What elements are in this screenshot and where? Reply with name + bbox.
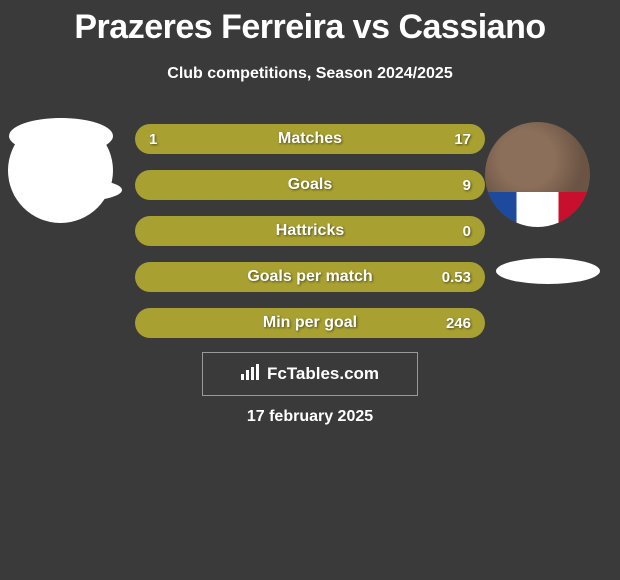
- stat-right-value: 9: [463, 177, 471, 194]
- stat-label: Matches: [278, 130, 342, 148]
- player-left-avatar: [8, 118, 113, 223]
- comparison-date: 17 february 2025: [0, 408, 620, 426]
- stat-row: Goals per match 0.53: [135, 262, 485, 292]
- player-left-flag: [18, 178, 122, 202]
- stat-right-value: 0.53: [442, 269, 471, 286]
- stat-left-value: 1: [149, 131, 157, 148]
- stat-right-value: 246: [446, 315, 471, 332]
- watermark-text: FcTables.com: [267, 364, 379, 384]
- stat-label: Min per goal: [263, 314, 357, 332]
- stats-container: 1 Matches 17 Goals 9 Hattricks 0 Goals p…: [135, 124, 485, 354]
- stat-label: Hattricks: [276, 222, 344, 240]
- stat-row: Hattricks 0: [135, 216, 485, 246]
- chart-icon: [241, 364, 261, 385]
- stat-row: Goals 9: [135, 170, 485, 200]
- comparison-subtitle: Club competitions, Season 2024/2025: [0, 65, 620, 83]
- stat-row: 1 Matches 17: [135, 124, 485, 154]
- stat-row: Min per goal 246: [135, 308, 485, 338]
- watermark: FcTables.com: [202, 352, 418, 396]
- stat-label: Goals per match: [247, 268, 372, 286]
- player-right-avatar: [485, 122, 590, 227]
- stat-right-value: 0: [463, 223, 471, 240]
- stat-right-value: 17: [454, 131, 471, 148]
- stat-label: Goals: [288, 176, 332, 194]
- player-right-flag: [496, 258, 600, 284]
- comparison-title: Prazeres Ferreira vs Cassiano: [0, 0, 620, 47]
